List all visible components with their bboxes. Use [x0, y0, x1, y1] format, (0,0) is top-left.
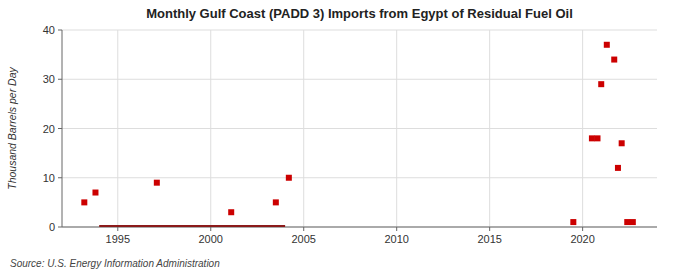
point	[286, 175, 292, 181]
point	[598, 81, 604, 87]
point	[595, 135, 601, 141]
source-note: Source: U.S. Energy Information Administ…	[10, 258, 220, 269]
point	[589, 135, 595, 141]
x-tick-label: 2005	[291, 233, 315, 245]
x-tick	[489, 227, 490, 231]
y-grid-line	[62, 30, 657, 31]
grid	[62, 30, 657, 227]
x-tick	[117, 227, 118, 231]
x-tick-label: 2020	[570, 233, 594, 245]
x-tick-label: 2010	[384, 233, 408, 245]
y-tick-label: 20	[43, 123, 55, 135]
y-grid-line	[62, 128, 657, 129]
point	[154, 180, 160, 186]
y-tick-label: 40	[43, 24, 55, 36]
y-axis-label: Thousand Barrels per Day	[6, 66, 18, 189]
axes: 1995 2000 2005 2010 2015 2020 0 10 20 30 40	[43, 24, 657, 245]
point	[273, 199, 279, 205]
x-tick-label: 2015	[477, 233, 501, 245]
point	[228, 209, 234, 215]
y-grid-line	[62, 177, 657, 178]
plot-area	[81, 42, 636, 227]
line	[99, 225, 285, 227]
point	[611, 57, 617, 63]
x-axis-line	[62, 227, 657, 228]
point	[81, 199, 87, 205]
point	[624, 219, 630, 225]
y-tick	[58, 79, 62, 80]
x-tick	[582, 227, 583, 231]
x-tick	[396, 227, 397, 231]
chart-container: 1995 2000 2005 2010 2015 2020 0 10 20 30 40 Thousan…	[0, 0, 675, 275]
y-tick	[58, 227, 62, 228]
title: Monthly Gulf Coast (PADD 3) Imports from…	[146, 6, 573, 21]
x-tick	[210, 227, 211, 231]
y-grid-line	[62, 227, 657, 228]
chart-svg: 1995 2000 2005 2010 2015 2020 0 10 20 30 40 Thousan…	[0, 0, 675, 275]
y-tick	[58, 128, 62, 129]
y-grid-line	[62, 79, 657, 80]
y-tick-label: 10	[43, 172, 55, 184]
x-tick-label: 1995	[106, 233, 130, 245]
y-tick-label: 0	[49, 221, 55, 233]
x-tick	[303, 227, 304, 231]
point	[630, 219, 636, 225]
point	[570, 219, 576, 225]
y-tick	[58, 30, 62, 31]
point	[604, 42, 610, 48]
point	[615, 165, 621, 171]
x-tick-label: 2000	[199, 233, 223, 245]
y-tick	[58, 177, 62, 178]
y-tick-label: 30	[43, 73, 55, 85]
point	[619, 140, 625, 146]
point	[92, 190, 98, 196]
